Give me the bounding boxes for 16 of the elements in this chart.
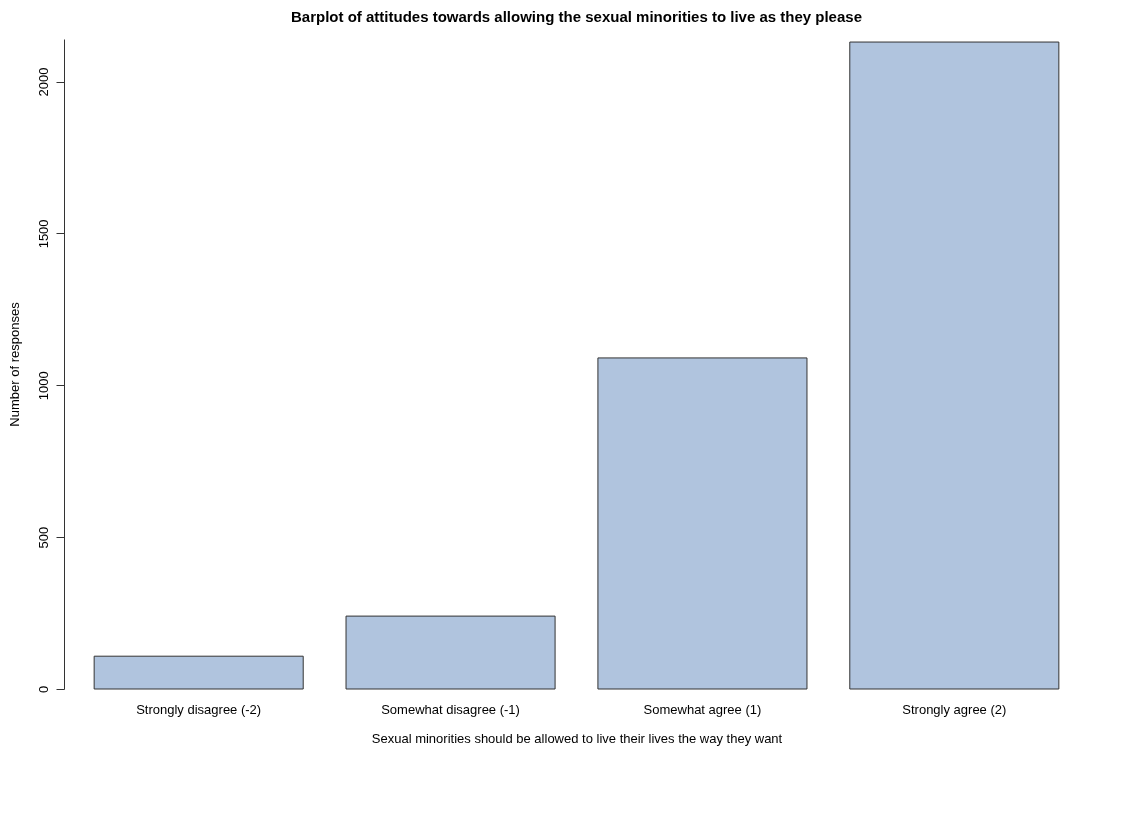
- x-tick-label: Strongly disagree (-2): [136, 701, 262, 717]
- chart-title: Barplot of attitudes towards allowing the sexual minorities to live as they please: [291, 8, 862, 25]
- y-tick-label: 500: [35, 526, 51, 549]
- bar: [849, 41, 1060, 690]
- y-tick-label: 1500: [35, 219, 51, 249]
- y-tick-label: 1000: [35, 371, 51, 401]
- x-axis-title: Sexual minorities should be allowed to live their lives the way they want: [371, 730, 783, 746]
- bar: [93, 655, 304, 690]
- y-tick-label: 2000: [35, 67, 51, 97]
- x-tick-label: Somewhat agree (1): [643, 701, 762, 717]
- x-tick-label: Strongly agree (2): [902, 701, 1007, 717]
- bar: [345, 615, 556, 690]
- bar: [597, 357, 808, 690]
- y-axis-title: Number of responses: [6, 301, 22, 427]
- x-tick-label: Somewhat disagree (-1): [381, 701, 520, 717]
- y-tick-label: 0: [35, 685, 51, 694]
